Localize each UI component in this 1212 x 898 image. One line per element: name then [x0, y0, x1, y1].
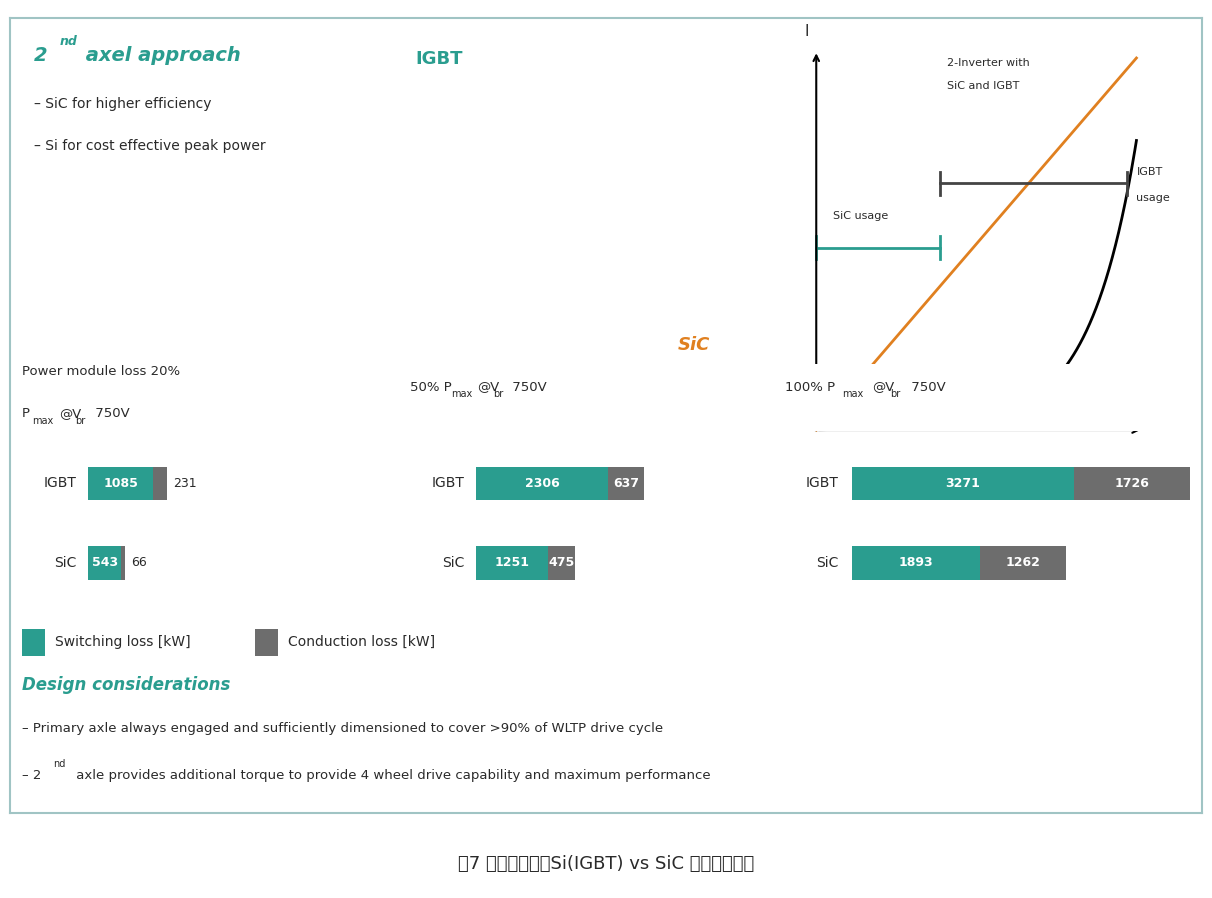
Text: 2: 2 [34, 46, 47, 65]
Text: 543: 543 [92, 557, 118, 569]
Text: usage: usage [1137, 193, 1170, 204]
Text: 637: 637 [613, 477, 639, 489]
Text: 750V: 750V [91, 408, 130, 420]
Text: 1085: 1085 [103, 477, 138, 489]
Text: nd: nd [59, 35, 78, 48]
Text: max: max [842, 389, 863, 399]
Text: IGBT: IGBT [805, 476, 839, 490]
Text: br: br [891, 389, 901, 399]
Text: axle provides additional torque to provide 4 wheel drive capability and maximum : axle provides additional torque to provi… [73, 770, 711, 782]
Bar [548, 546, 574, 579]
Text: SiC: SiC [816, 556, 839, 570]
Text: 750V: 750V [908, 381, 947, 393]
Text: 1262: 1262 [1006, 557, 1040, 569]
Text: IGBT: IGBT [44, 476, 76, 490]
Text: 2306: 2306 [525, 477, 560, 489]
Text: br: br [75, 416, 86, 426]
Bar [256, 629, 279, 656]
Text: SiC usage: SiC usage [833, 211, 888, 221]
Text: max: max [451, 389, 471, 399]
Text: IGBT: IGBT [431, 476, 464, 490]
Bar [121, 546, 125, 579]
Text: Switching loss [kW]: Switching loss [kW] [56, 635, 190, 649]
Text: axel approach: axel approach [79, 46, 241, 65]
Text: – SiC for higher efficiency: – SiC for higher efficiency [34, 98, 211, 111]
Text: 50% P: 50% P [410, 381, 451, 393]
Text: Power module loss 20%: Power module loss 20% [22, 365, 179, 378]
Text: 1726: 1726 [1115, 477, 1149, 489]
Text: SiC: SiC [442, 556, 464, 570]
Text: IGBT: IGBT [416, 49, 463, 67]
Text: 231: 231 [173, 477, 196, 489]
Text: 475: 475 [548, 557, 574, 569]
Text: U: U [1156, 437, 1167, 453]
Text: P: P [22, 408, 30, 420]
Bar [981, 546, 1065, 579]
Text: SiC and IGBT: SiC and IGBT [947, 81, 1019, 91]
Text: Design considerations: Design considerations [22, 676, 230, 694]
Bar [476, 546, 548, 579]
Text: 图7 不同工况下的Si(IGBT) vs SiC 功耗性能对比: 图7 不同工况下的Si(IGBT) vs SiC 功耗性能对比 [458, 855, 754, 873]
Text: 1893: 1893 [899, 557, 933, 569]
Bar [608, 467, 644, 500]
Text: @V: @V [478, 381, 499, 393]
Bar [476, 467, 608, 500]
Text: max: max [32, 416, 53, 426]
Text: SiC: SiC [678, 336, 710, 354]
Text: – 2: – 2 [22, 770, 41, 782]
Text: 1251: 1251 [494, 557, 530, 569]
Text: – Si for cost effective peak power: – Si for cost effective peak power [34, 139, 265, 153]
Text: IGBT: IGBT [1137, 167, 1162, 177]
Text: SiC: SiC [55, 556, 76, 570]
Text: Conduction loss [kW]: Conduction loss [kW] [288, 635, 435, 649]
Bar [153, 467, 167, 500]
Bar [852, 467, 1074, 500]
Text: 3271: 3271 [945, 477, 981, 489]
Bar [88, 467, 153, 500]
Bar [22, 629, 45, 656]
Bar [88, 546, 121, 579]
Text: 750V: 750V [508, 381, 547, 393]
Bar [1074, 467, 1190, 500]
Text: I: I [805, 24, 808, 39]
Text: br: br [493, 389, 503, 399]
Text: @V: @V [59, 408, 81, 420]
Bar [852, 546, 981, 579]
Text: 66: 66 [131, 557, 147, 569]
Text: 100% P: 100% P [785, 381, 835, 393]
Text: – Primary axle always engaged and sufficiently dimensioned to cover >90% of WLTP: – Primary axle always engaged and suffic… [22, 722, 663, 735]
Text: 2-Inverter with: 2-Inverter with [947, 58, 1030, 68]
Text: @V: @V [873, 381, 894, 393]
Text: nd: nd [53, 760, 65, 770]
